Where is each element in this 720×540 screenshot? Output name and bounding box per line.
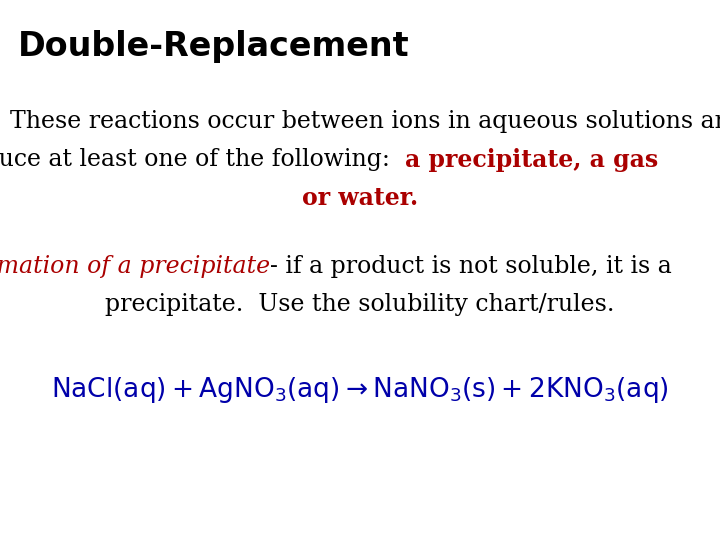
- Text: Double-Replacement: Double-Replacement: [18, 30, 410, 63]
- Text: - if a product is not soluble, it is a: - if a product is not soluble, it is a: [270, 255, 672, 278]
- Text: $\mathsf{NaCl(aq) + AgNO_3(aq) \rightarrow NaNO_3(s) + 2KNO_3(aq)}$: $\mathsf{NaCl(aq) + AgNO_3(aq) \rightarr…: [51, 375, 669, 405]
- Text: or water.: or water.: [302, 186, 418, 210]
- Text: Formation of a precipitate: Formation of a precipitate: [0, 255, 270, 278]
- Text: produce at least one of the following:: produce at least one of the following:: [0, 148, 405, 171]
- Text: precipitate.  Use the solubility chart/rules.: precipitate. Use the solubility chart/ru…: [105, 293, 615, 316]
- Text: a precipitate, a gas: a precipitate, a gas: [405, 148, 659, 172]
- Text: These reactions occur between ions in aqueous solutions and: These reactions occur between ions in aq…: [10, 110, 720, 133]
